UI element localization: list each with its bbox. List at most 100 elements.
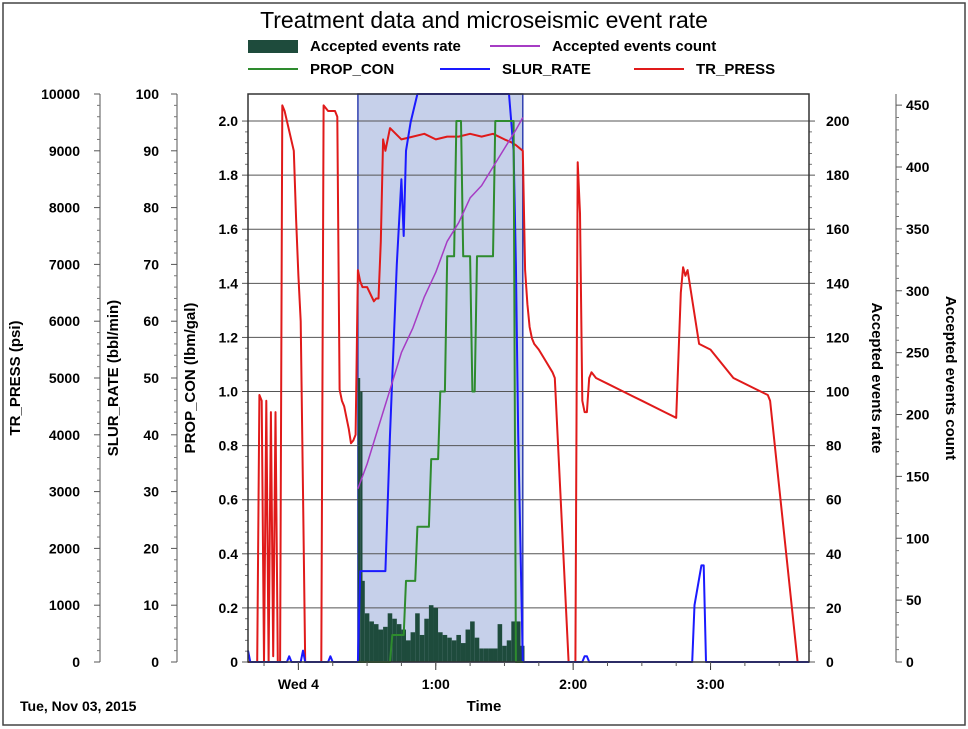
tick-label-events-rate-3: 60	[826, 492, 842, 508]
bar-events-rate-36	[515, 621, 521, 662]
bar-events-rate-23	[456, 634, 461, 662]
tick-label-prop-con-0: 0	[230, 654, 238, 670]
tick-label-events-count-6: 300	[906, 283, 930, 299]
tick-label-prop-con-10: 2.0	[219, 113, 239, 129]
tick-label-tr-press-2: 2000	[49, 540, 80, 556]
bar-events-rate-11	[401, 629, 406, 662]
tick-label-tr-press-7: 7000	[49, 256, 80, 272]
bar-events-rate-15	[419, 634, 425, 662]
bar-events-rate-29	[483, 648, 489, 662]
bar-events-rate-32	[497, 624, 503, 662]
tick-label-slur-rate-2: 20	[143, 540, 159, 556]
bar-events-rate-3	[364, 613, 370, 662]
x-tick-label-0: Wed 4	[278, 676, 319, 692]
bar-events-rate-6	[378, 629, 384, 662]
bar-events-rate-5	[373, 624, 379, 662]
bar-events-rate-30	[488, 648, 494, 662]
tick-label-events-rate-5: 100	[826, 384, 850, 400]
tick-label-events-count-8: 400	[906, 159, 930, 175]
bar-events-rate-8	[387, 613, 393, 662]
bar-events-rate-28	[479, 648, 484, 662]
tick-label-slur-rate-10: 100	[136, 86, 160, 102]
bar-events-rate-4	[369, 621, 374, 662]
tick-label-prop-con-3: 0.6	[219, 492, 239, 508]
tick-label-slur-rate-8: 80	[143, 200, 159, 216]
tick-label-slur-rate-9: 90	[143, 143, 159, 159]
tick-label-events-count-1: 50	[906, 592, 922, 608]
bar-events-rate-1	[360, 391, 363, 662]
bar-events-rate-20	[442, 634, 448, 662]
tick-label-prop-con-6: 1.2	[219, 329, 239, 345]
tick-label-prop-con-1: 0.2	[219, 600, 239, 616]
tick-label-events-count-7: 350	[906, 221, 930, 237]
bar-events-rate-24	[460, 643, 466, 662]
axis-label-prop-con: PROP_CON (lbm/gal)	[182, 303, 199, 454]
tick-label-tr-press-4: 4000	[49, 427, 80, 443]
tick-label-events-rate-4: 80	[826, 438, 842, 454]
tick-label-tr-press-5: 5000	[49, 370, 80, 386]
bar-events-rate-25	[465, 629, 471, 662]
tick-label-events-rate-6: 120	[826, 329, 850, 345]
tick-label-events-rate-7: 140	[826, 275, 850, 291]
tick-label-events-rate-2: 40	[826, 546, 842, 562]
tick-label-events-rate-1: 20	[826, 600, 842, 616]
axis-label-events-count: Accepted events count	[942, 296, 959, 460]
bar-events-rate-17	[428, 605, 434, 662]
tick-label-slur-rate-3: 30	[143, 484, 159, 500]
bar-events-rate-0	[357, 378, 361, 662]
tick-label-prop-con-2: 0.4	[219, 546, 239, 562]
axis-label-events-rate: Accepted events rate	[868, 303, 885, 454]
axis-label-tr-press: TR_PRESS (psi)	[7, 320, 24, 435]
x-tick-label-1: 1:00	[422, 676, 450, 692]
legend-label-prop-con: PROP_CON	[310, 61, 394, 78]
bar-events-rate-34	[506, 640, 512, 662]
tick-label-prop-con-4: 0.8	[219, 438, 239, 454]
bar-events-rate-10	[396, 624, 402, 662]
bar-events-rate-33	[502, 645, 507, 662]
bar-events-rate-9	[392, 618, 397, 662]
tick-label-slur-rate-1: 10	[143, 597, 159, 613]
tick-label-slur-rate-0: 0	[151, 654, 159, 670]
chart-title: Treatment data and microseismic event ra…	[260, 7, 708, 33]
x-tick-label-2: 2:00	[559, 676, 587, 692]
axis-label-slur-rate: SLUR_RATE (bbl/min)	[105, 300, 122, 456]
bar-events-rate-13	[410, 632, 416, 662]
tick-label-events-rate-0: 0	[826, 654, 834, 670]
tick-label-events-count-5: 250	[906, 345, 930, 361]
series-tr-press	[248, 104, 809, 663]
tick-label-slur-rate-4: 40	[143, 427, 159, 443]
x-tick-label-3: 3:00	[697, 676, 725, 692]
tick-label-tr-press-6: 6000	[49, 313, 80, 329]
tick-label-events-count-4: 200	[906, 407, 930, 423]
bar-events-rate-22	[451, 640, 457, 662]
bar-events-rate-35	[511, 621, 516, 662]
tick-label-events-rate-8: 160	[826, 221, 850, 237]
bar-events-rate-14	[415, 613, 420, 662]
legend-label-accepted-events-count: Accepted events count	[552, 38, 716, 55]
x-axis-label: Time	[467, 698, 502, 715]
bar-events-rate-2	[362, 580, 365, 662]
tick-label-events-rate-10: 200	[826, 113, 850, 129]
bar-events-rate-26	[470, 621, 475, 662]
x-axis: Wed 4 1:00 2:00 3:00	[263, 662, 780, 692]
tick-label-tr-press-8: 8000	[49, 200, 80, 216]
plot-background	[248, 94, 809, 662]
tick-label-slur-rate-5: 50	[143, 370, 159, 386]
legend-label-accepted-events-rate: Accepted events rate	[310, 38, 461, 55]
tick-label-tr-press-9: 9000	[49, 143, 80, 159]
legend-label-slur-rate: SLUR_RATE	[502, 61, 591, 78]
plot-area	[247, 93, 810, 663]
tick-label-tr-press-0: 0	[72, 654, 80, 670]
plot-border	[247, 93, 810, 663]
legend: Accepted events rate Accepted events coun…	[248, 38, 775, 78]
tick-label-events-count-0: 0	[906, 654, 914, 670]
series-slur-rate	[247, 93, 809, 663]
tick-label-events-count-3: 150	[906, 468, 930, 484]
tick-label-events-count-9: 450	[906, 97, 930, 113]
bar-events-rate-16	[424, 618, 429, 662]
tick-label-events-rate-9: 180	[826, 167, 850, 183]
bar-events-rate-12	[405, 640, 411, 662]
tick-label-prop-con-8: 1.6	[219, 221, 239, 237]
tick-label-tr-press-10: 10000	[41, 86, 80, 102]
